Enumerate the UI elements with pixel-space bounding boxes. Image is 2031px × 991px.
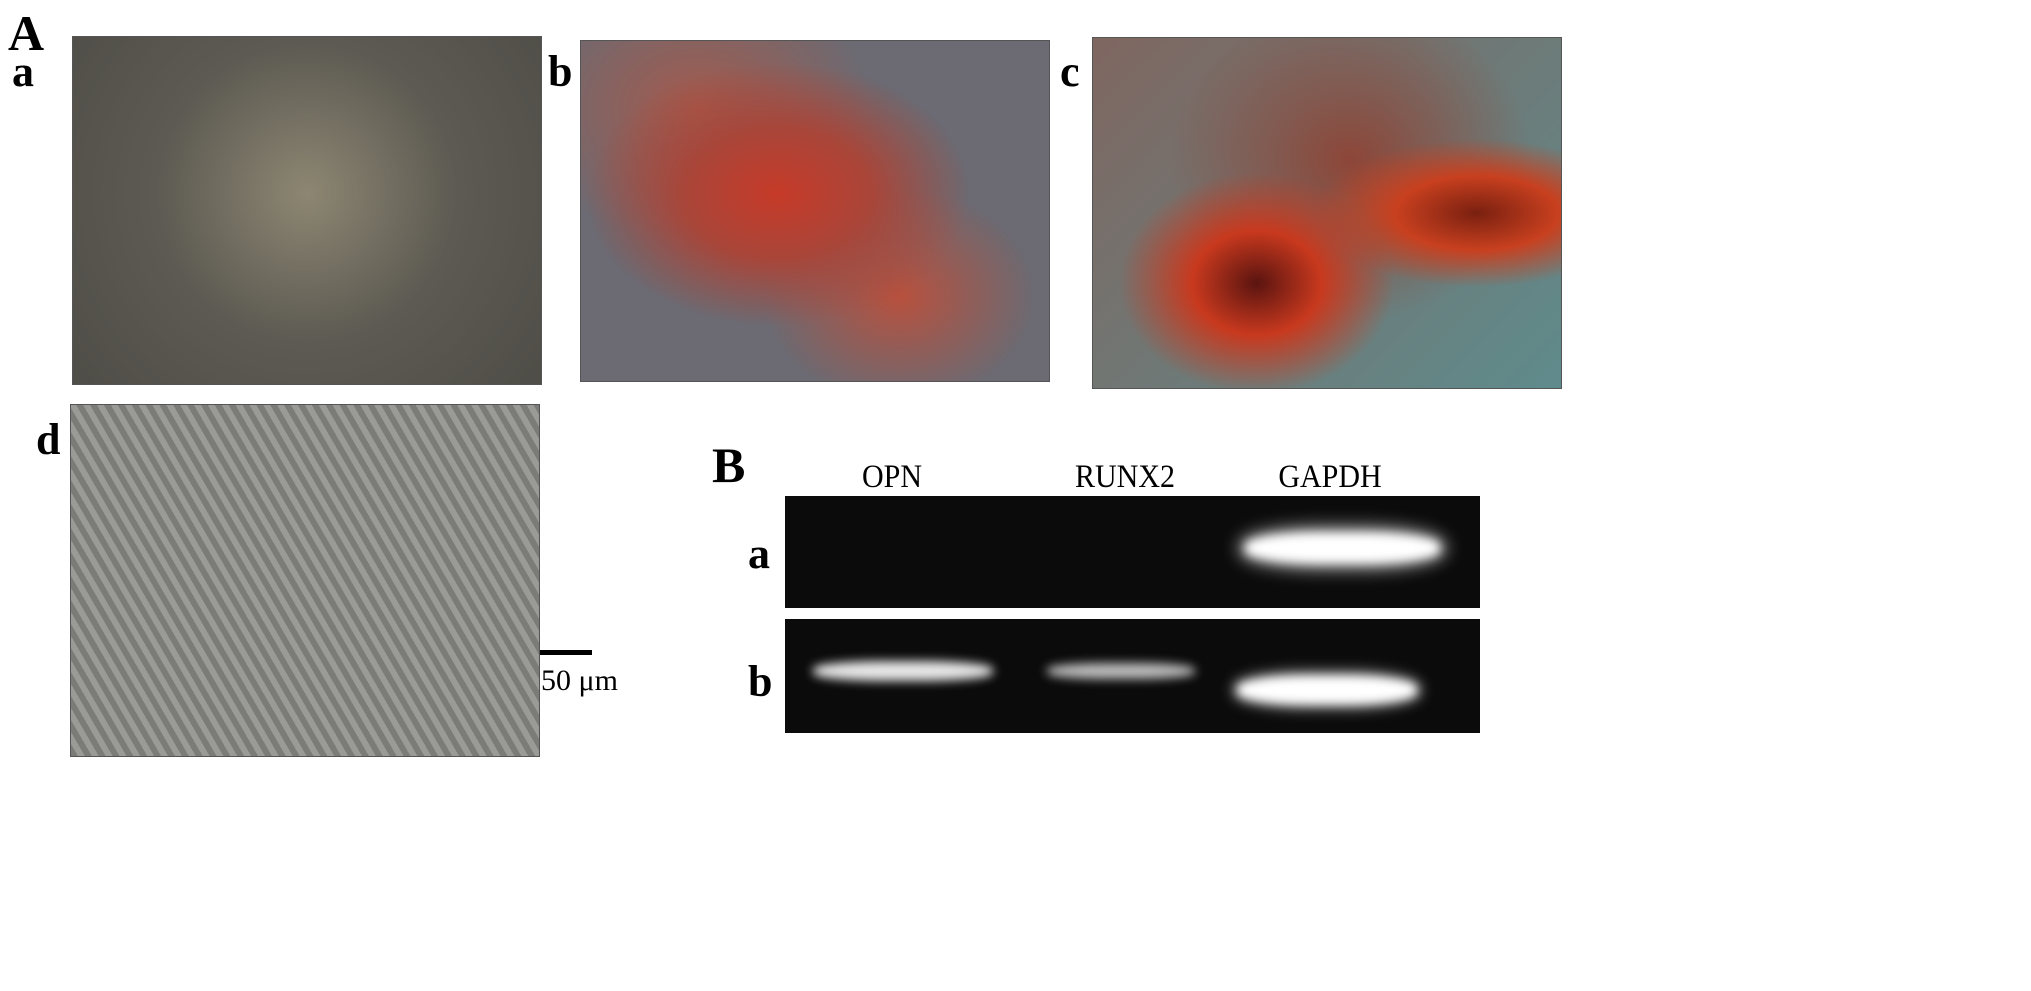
- micrograph-a: [72, 36, 542, 385]
- gel-row-a: [785, 496, 1480, 608]
- image-c-label: c: [1060, 47, 1080, 96]
- lane-label-opn: OPN: [861, 458, 923, 495]
- panel-B-label: B: [712, 437, 746, 493]
- micrograph-b: [580, 40, 1050, 382]
- image-d-label: d: [36, 415, 61, 464]
- lane-label-gapdh: GAPDH: [1278, 458, 1382, 495]
- scale-bar: [540, 650, 592, 655]
- micrograph-d: [70, 404, 540, 757]
- scale-bar-label: 50 μm: [541, 664, 618, 697]
- image-b-label: b: [548, 47, 573, 96]
- gel-row-b: [785, 619, 1480, 733]
- band-b-opn: [813, 661, 993, 681]
- band-b-runx2: [1047, 663, 1195, 679]
- gel-row-a-label: a: [748, 529, 770, 578]
- micrograph-c: [1092, 37, 1562, 389]
- image-a-label: a: [12, 47, 34, 96]
- panel-A-label: A: [8, 5, 45, 61]
- lane-label-runx2: RUNX2: [1074, 458, 1176, 495]
- band-a-gapdh: [1245, 532, 1440, 564]
- gel-row-b-label: b: [748, 657, 773, 706]
- band-b-gapdh: [1237, 675, 1417, 705]
